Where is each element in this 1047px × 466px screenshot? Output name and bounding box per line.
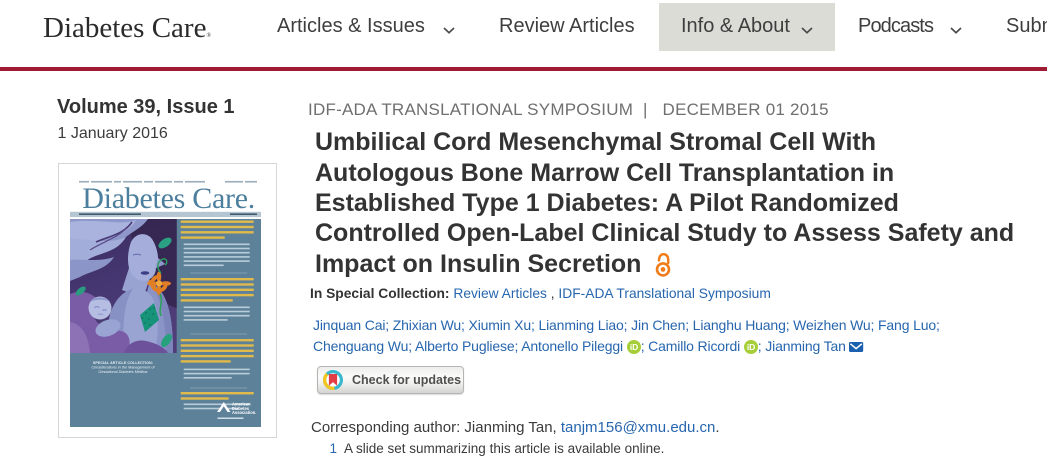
svg-text:Diabetes: Diabetes (232, 406, 250, 411)
svg-text:Considerations in the Manageme: Considerations in the Management of (91, 366, 155, 370)
svg-text:iD: iD (747, 342, 755, 352)
svg-text:Diabetes Care.: Diabetes Care. (82, 182, 255, 215)
svg-text:iD: iD (630, 342, 638, 352)
svg-text:Gestational Diabetes Mellitus: Gestational Diabetes Mellitus (98, 370, 147, 374)
svg-text:Association.: Association. (232, 410, 256, 415)
svg-text:SPECIAL ARTICLE COLLECTION:: SPECIAL ARTICLE COLLECTION: (93, 361, 153, 365)
svg-text:American: American (232, 402, 251, 407)
